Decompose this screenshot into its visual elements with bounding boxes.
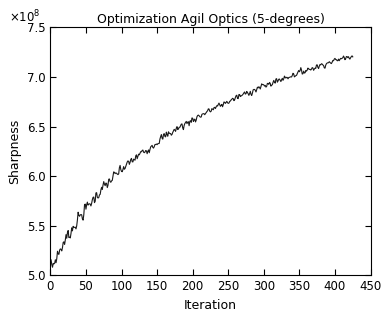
Text: $\times 10^8$: $\times 10^8$ — [9, 8, 40, 25]
Title: Optimization Agil Optics (5-degrees): Optimization Agil Optics (5-degrees) — [96, 13, 324, 26]
X-axis label: Iteration: Iteration — [184, 299, 237, 312]
Y-axis label: Sharpness: Sharpness — [8, 119, 21, 184]
